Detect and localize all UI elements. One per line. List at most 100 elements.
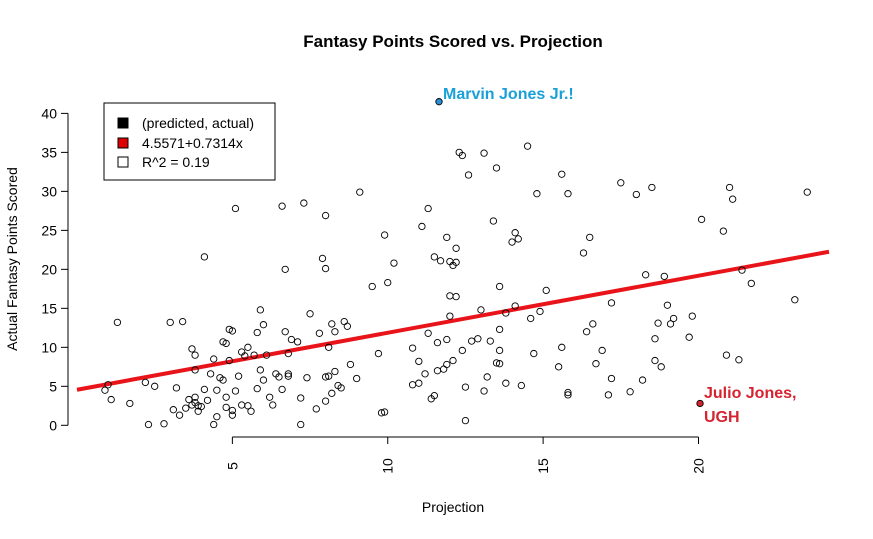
data-point	[458, 346, 466, 355]
data-point	[244, 402, 252, 410]
data-point	[256, 306, 264, 314]
data-point	[234, 372, 243, 380]
data-point	[564, 190, 572, 198]
data-point	[660, 272, 668, 281]
data-point	[421, 370, 429, 378]
data-point	[483, 373, 491, 381]
data-point	[331, 328, 339, 336]
data-point	[502, 379, 510, 387]
data-point	[654, 319, 662, 327]
data-point	[126, 399, 134, 408]
data-point	[492, 359, 501, 367]
data-point	[461, 416, 470, 425]
x-axis: 5 10 15 20	[224, 436, 706, 474]
data-point	[343, 322, 351, 330]
data-point	[523, 142, 532, 150]
legend-box	[103, 102, 276, 181]
data-point	[300, 199, 308, 207]
x-tick-label: 10	[380, 458, 396, 474]
data-point	[213, 413, 221, 421]
data-point	[228, 411, 237, 419]
data-point	[464, 171, 473, 179]
data-point	[452, 258, 460, 266]
data-point	[791, 296, 799, 304]
data-point	[228, 327, 237, 335]
annotation-julio-jones: Julio Jones,	[704, 385, 796, 402]
data-point	[191, 351, 199, 359]
data-point	[151, 382, 159, 390]
data-point	[480, 387, 488, 395]
data-point	[325, 372, 333, 380]
data-point	[321, 264, 330, 273]
data-point	[281, 328, 289, 336]
data-point	[169, 406, 177, 414]
chart-title: Fantasy Points Scored vs. Projection	[303, 32, 602, 51]
data-point	[688, 312, 696, 320]
data-point	[315, 329, 324, 337]
x-tick-label: 5	[224, 462, 240, 470]
data-point	[328, 389, 336, 397]
data-point	[514, 235, 522, 243]
legend-swatch-points	[117, 117, 129, 129]
data-point	[380, 408, 389, 416]
legend: (predicted, actual) 4.5571+0.7314x R^2 =…	[103, 102, 276, 181]
data-point	[191, 393, 199, 401]
data-point	[586, 233, 594, 242]
data-point	[253, 385, 261, 393]
data-point	[642, 271, 650, 279]
data-point	[530, 349, 538, 358]
data-point	[607, 299, 616, 307]
data-point	[443, 335, 451, 344]
highlighted-point	[696, 399, 704, 408]
data-point	[219, 376, 227, 384]
data-point	[461, 383, 470, 391]
data-point	[340, 317, 348, 326]
data-point	[231, 204, 240, 213]
data-point	[415, 357, 423, 366]
data-point	[589, 320, 597, 328]
x-tick-label: 15	[535, 458, 551, 474]
data-point	[172, 384, 181, 392]
data-point	[222, 403, 230, 412]
data-point	[325, 343, 333, 351]
data-point	[278, 385, 286, 394]
y-tick-label: 0	[49, 417, 57, 433]
data-point	[259, 321, 268, 329]
data-point	[579, 249, 588, 257]
y-tick-label: 25	[41, 222, 57, 238]
plot-area	[76, 98, 830, 429]
data-point	[256, 366, 264, 374]
data-point	[107, 395, 115, 404]
data-point	[747, 279, 755, 288]
data-point	[638, 376, 647, 384]
data-point	[182, 404, 190, 412]
data-point	[374, 349, 383, 358]
data-point	[222, 393, 230, 401]
data-point	[185, 395, 193, 404]
data-point	[213, 386, 221, 394]
highlighted-point	[435, 98, 443, 106]
data-point	[253, 328, 261, 337]
data-point	[346, 360, 355, 369]
y-tick-label: 35	[41, 144, 57, 160]
data-point	[231, 387, 240, 395]
data-point	[542, 286, 550, 295]
data-point	[725, 183, 734, 192]
data-point	[517, 381, 526, 390]
data-point	[452, 292, 460, 301]
data-point	[269, 401, 277, 409]
data-point	[244, 343, 252, 351]
data-point	[433, 367, 442, 375]
data-point	[564, 391, 572, 399]
data-point	[651, 335, 659, 343]
data-point	[188, 345, 196, 353]
data-point	[113, 318, 122, 327]
data-point	[303, 374, 311, 382]
data-point	[101, 386, 109, 394]
data-point	[536, 307, 544, 316]
data-point	[527, 314, 535, 323]
data-point	[179, 317, 187, 326]
data-point	[210, 355, 218, 363]
data-point	[415, 379, 423, 387]
